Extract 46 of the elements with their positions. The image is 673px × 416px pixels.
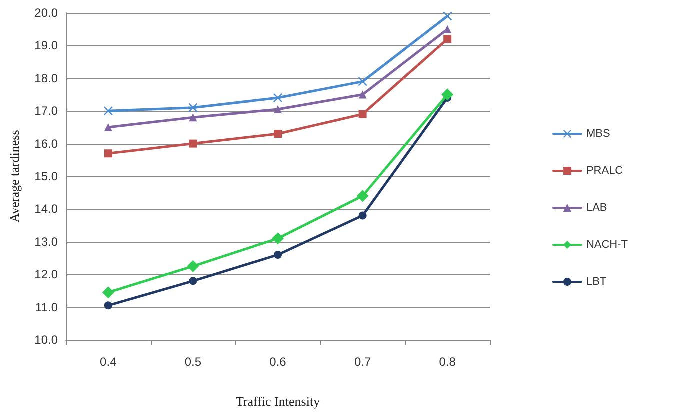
point: [188, 103, 198, 112]
point: [444, 35, 452, 44]
x-tick-label: 0.7: [354, 355, 372, 369]
y-axis-title: Average tardiness: [7, 130, 22, 223]
point: [356, 190, 369, 202]
point: [358, 212, 367, 220]
x-tick-label: 0.5: [184, 355, 202, 369]
legend-label: PRALC: [586, 165, 624, 177]
y-tick-label: 14.0: [34, 202, 58, 216]
point: [442, 88, 454, 101]
legend-label: LBT: [586, 276, 607, 288]
point: [187, 260, 200, 272]
point: [444, 25, 452, 34]
point: [102, 286, 114, 299]
point: [189, 114, 198, 122]
point: [358, 110, 367, 118]
point: [189, 277, 198, 286]
x-tick-label: 0.6: [270, 355, 287, 369]
y-tick-label: 20.0: [34, 6, 58, 20]
y-tick-label: 10.0: [34, 333, 58, 347]
legend-label: NACH-T: [586, 239, 628, 251]
point: [272, 232, 284, 245]
y-tick-label: 17.0: [34, 104, 58, 118]
legend-label: LAB: [586, 202, 608, 214]
point: [189, 140, 198, 148]
point: [104, 106, 113, 116]
point: [274, 105, 282, 114]
y-tick-label: 12.0: [34, 268, 58, 282]
y-tick-label: 15.0: [34, 170, 58, 184]
x-axis-title: Traffic Intensity: [236, 394, 321, 409]
legend-label: MBS: [586, 128, 610, 140]
y-tick-label: 18.0: [34, 71, 58, 86]
y-tick-label: 11.0: [36, 300, 58, 314]
point: [443, 12, 452, 21]
y-tick-label: 16.0: [34, 136, 58, 151]
x-tick-label: 0.8: [439, 355, 456, 369]
point: [104, 150, 112, 158]
point: [274, 130, 282, 138]
y-tick-label: 13.0: [34, 234, 58, 249]
point: [358, 77, 368, 86]
x-tick-label: 0.4: [100, 355, 118, 369]
point: [358, 90, 367, 99]
y-tick-label: 19.0: [34, 38, 58, 53]
point: [274, 250, 282, 259]
point: [104, 302, 112, 310]
point: [104, 123, 112, 132]
